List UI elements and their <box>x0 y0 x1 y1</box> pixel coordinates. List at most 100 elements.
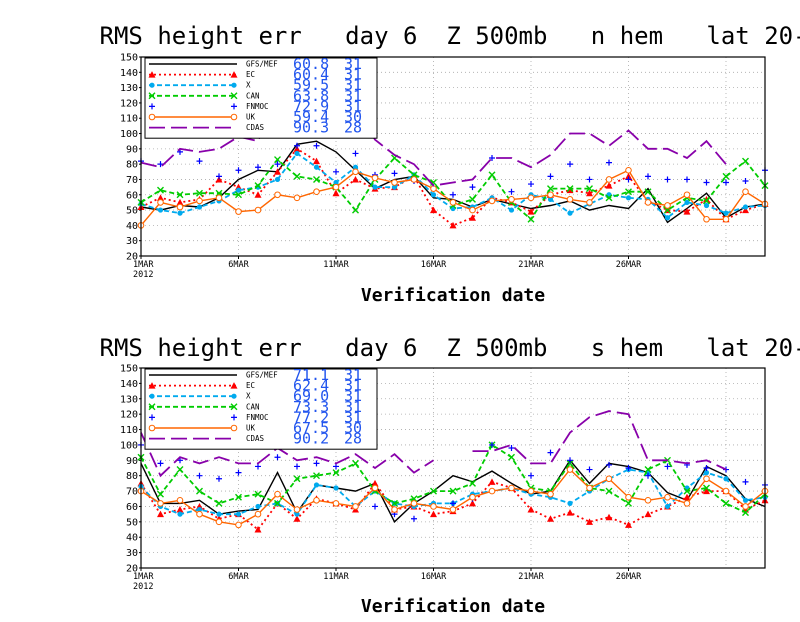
data-point <box>605 475 613 483</box>
data-point <box>215 499 223 507</box>
data-point <box>723 179 729 186</box>
data-point <box>683 493 691 501</box>
data-point <box>196 197 203 205</box>
y-tick-label: 150 <box>120 53 138 64</box>
data-point <box>703 487 710 495</box>
data-point <box>196 204 203 210</box>
data-point <box>157 460 164 467</box>
data-point <box>586 189 593 197</box>
data-point <box>625 493 632 501</box>
data-point <box>274 176 281 183</box>
data-point <box>723 476 729 482</box>
legend-mean: 90.2 <box>293 430 329 448</box>
data-point <box>489 441 495 448</box>
y-tick-label: 130 <box>120 83 138 94</box>
data-point <box>547 191 554 199</box>
x-axis-label: Verification date <box>361 596 545 617</box>
data-point <box>196 510 203 518</box>
legend-count: 31 <box>344 97 362 115</box>
data-point <box>703 195 710 203</box>
data-point <box>352 150 359 157</box>
data-point <box>235 167 242 174</box>
data-point <box>547 490 554 498</box>
data-point <box>371 484 379 492</box>
data-point <box>294 463 300 470</box>
data-point <box>606 159 612 166</box>
data-point <box>254 191 262 198</box>
y-tick-label: 40 <box>126 221 138 232</box>
series-line <box>140 443 766 514</box>
y-tick-label: 140 <box>120 379 138 390</box>
data-point <box>547 185 554 193</box>
legend-mean: 77.2 <box>293 408 329 426</box>
data-point <box>684 199 690 206</box>
data-point <box>586 185 593 193</box>
legend-marker <box>230 382 238 389</box>
data-point <box>566 186 574 194</box>
data-point <box>449 221 457 229</box>
data-point <box>196 472 203 479</box>
data-point <box>430 185 437 192</box>
data-point <box>333 179 339 186</box>
y-tick-label: 120 <box>120 410 138 421</box>
data-point <box>683 487 691 495</box>
data-point <box>157 500 164 507</box>
data-point <box>488 171 496 179</box>
data-point <box>274 490 281 498</box>
data-point <box>567 500 573 506</box>
data-point <box>566 185 574 193</box>
data-point <box>274 499 281 507</box>
series-cdas <box>140 91 727 187</box>
data-point <box>293 506 301 513</box>
x-tick-label: 11MAR <box>323 260 349 270</box>
data-point <box>235 493 242 501</box>
data-point <box>391 179 398 186</box>
data-point <box>469 195 476 203</box>
x-axis-label: Verification date <box>361 285 545 306</box>
data-point <box>469 499 476 507</box>
data-point <box>527 487 535 495</box>
legend-mean: 59.5 <box>293 76 329 94</box>
data-point <box>625 499 632 507</box>
y-tick-label: 60 <box>126 502 138 513</box>
data-point <box>332 189 340 197</box>
legend-mean: 72.9 <box>293 97 329 115</box>
y-tick-label: 80 <box>126 471 138 482</box>
y-tick-label: 90 <box>126 456 138 467</box>
data-point <box>254 510 262 518</box>
data-point <box>293 475 301 483</box>
data-point <box>313 142 320 149</box>
data-point <box>450 500 456 507</box>
data-point <box>742 188 749 196</box>
data-point <box>293 172 301 180</box>
data-point <box>313 472 320 480</box>
y-tick-label: 60 <box>126 190 138 201</box>
data-point <box>547 196 554 202</box>
legend-count: 28 <box>344 430 362 448</box>
data-point <box>157 207 164 213</box>
data-point <box>313 157 320 165</box>
data-point <box>625 521 632 528</box>
data-point <box>645 173 651 180</box>
data-point <box>372 184 378 190</box>
legend-count: 28 <box>344 119 362 137</box>
data-point <box>177 511 183 517</box>
legend-label: CAN <box>246 91 260 100</box>
data-point <box>255 463 261 470</box>
data-point <box>644 199 652 206</box>
legend-mean: 59.4 <box>293 108 329 126</box>
data-point <box>254 206 262 214</box>
data-point <box>605 513 613 521</box>
y-tick-label: 30 <box>126 548 138 559</box>
data-point <box>469 184 476 191</box>
legend-count: 31 <box>344 66 362 84</box>
data-point <box>176 198 184 206</box>
legend-box <box>144 368 378 450</box>
legend-count: 31 <box>344 87 362 105</box>
data-point <box>216 475 222 482</box>
data-point <box>625 188 632 196</box>
data-point <box>567 210 573 216</box>
data-point <box>527 215 535 223</box>
data-point <box>742 509 749 517</box>
